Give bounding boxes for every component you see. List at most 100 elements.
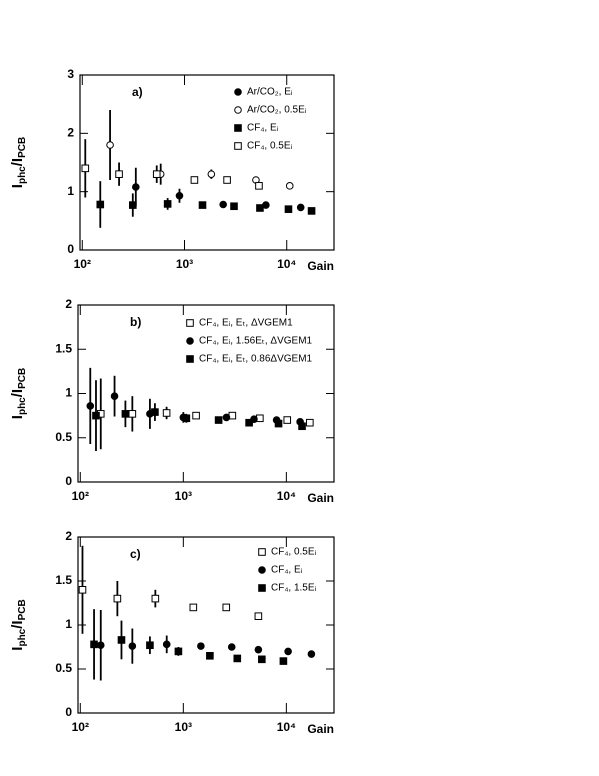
y-tick-label: 1 [65,617,72,631]
point [245,418,253,427]
point [128,410,137,418]
point [175,191,184,200]
point [132,183,140,191]
x-axis-label: Gain [307,722,334,736]
point [285,182,294,190]
y-axis-label-part: I [9,415,26,419]
panel-label: c) [130,547,141,561]
point [174,647,183,656]
y-axis-label: Iphc/IPCB [9,368,28,419]
point [96,200,105,209]
point [306,418,314,427]
y-axis-label-part: phc [17,628,28,646]
point [296,203,305,212]
x-tick-label: 10³ [175,720,192,734]
point [219,200,227,209]
point [197,642,205,650]
y-tick-label: 0.5 [55,430,72,444]
point [198,201,207,209]
x-tick-label: 10⁴ [277,257,296,271]
y-axis-label-part: I [9,647,26,651]
panel-label: a) [132,85,143,99]
legend-label: CF₄, Eᵢ, Eₜ, ΔVGEM1 [199,318,293,329]
y-axis-label-part: PCB [17,137,28,158]
y-axis-label: Iphc/IPCB [9,137,28,188]
point [128,642,137,650]
x-tick-label: 10² [72,489,89,503]
point [206,652,214,660]
legend-label: CF₄, Eᵢ [271,565,303,576]
x-tick-label: 10² [74,257,91,271]
plot-frame [77,536,335,714]
y-tick-label: 2 [67,126,74,140]
point [117,636,126,644]
point [92,411,100,420]
point [182,414,191,423]
y-axis-label-part: /I [9,389,26,397]
point [163,200,172,208]
point [258,655,266,664]
legend-label: CF₄, Eᵢ, 1.56Eₜ, ΔVGEM1 [199,336,313,347]
y-tick-label: 1.5 [55,341,72,355]
legend-marker [234,142,242,150]
point [307,207,316,215]
point [233,654,242,663]
y-tick-label: 1 [67,184,74,198]
y-axis-label: Iphc/IPCB [9,599,28,650]
point [190,176,199,184]
point [192,411,200,420]
point [151,594,160,603]
x-tick-label: 10³ [175,489,192,503]
legend-marker [258,566,266,574]
legend-marker [234,88,242,96]
point [284,647,292,656]
point [113,594,122,603]
y-axis-label-part: /I [9,158,26,166]
legend-label: CF₄, 1.5Eᵢ [271,583,317,594]
y-tick-label: 3 [67,67,74,81]
y-tick-label: 0.5 [55,661,72,675]
legend-marker [186,319,194,327]
point [110,392,119,400]
point [214,416,223,424]
point [115,170,123,178]
point [128,201,137,209]
y-tick-label: 0 [67,242,74,256]
point [255,182,263,190]
x-tick-label: 10⁴ [277,489,296,503]
panel-label: b) [130,315,141,329]
point [227,643,236,651]
point [298,422,306,431]
point [222,603,231,612]
y-axis-label-part: I [9,184,26,188]
point [146,641,154,650]
y-axis-label-part: phc [17,166,28,184]
y-tick-label: 0 [65,474,72,488]
y-axis-label-part: phc [17,397,28,415]
y-tick-label: 1 [65,386,72,400]
point [151,408,159,416]
y-axis-label-part: /I [9,620,26,628]
y-tick-label: 0 [65,705,72,719]
point [152,170,161,178]
legend-label: CF₄, Eᵢ, Eₜ, 0.86ΔVGEM1 [199,354,313,365]
legend-marker [258,548,266,556]
point [96,641,105,650]
x-tick-label: 10² [72,720,89,734]
y-axis-label-part: PCB [17,599,28,620]
point [90,640,98,649]
point [279,657,288,665]
point [106,141,114,149]
point [81,164,90,173]
point [162,409,171,417]
point [189,603,198,612]
point [254,645,263,654]
point [307,650,316,658]
point [86,402,95,410]
legend-label: Ar/CO₂, 0.5Eᵢ [247,105,307,116]
legend-label: CF₄, 0.5Eᵢ [271,547,317,558]
point [256,204,264,212]
plot-frame [79,74,335,251]
legend-marker [186,337,194,345]
